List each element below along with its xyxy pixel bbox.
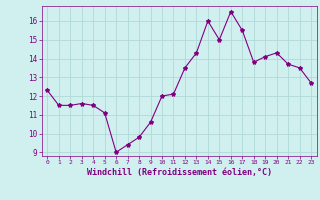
X-axis label: Windchill (Refroidissement éolien,°C): Windchill (Refroidissement éolien,°C) <box>87 168 272 177</box>
